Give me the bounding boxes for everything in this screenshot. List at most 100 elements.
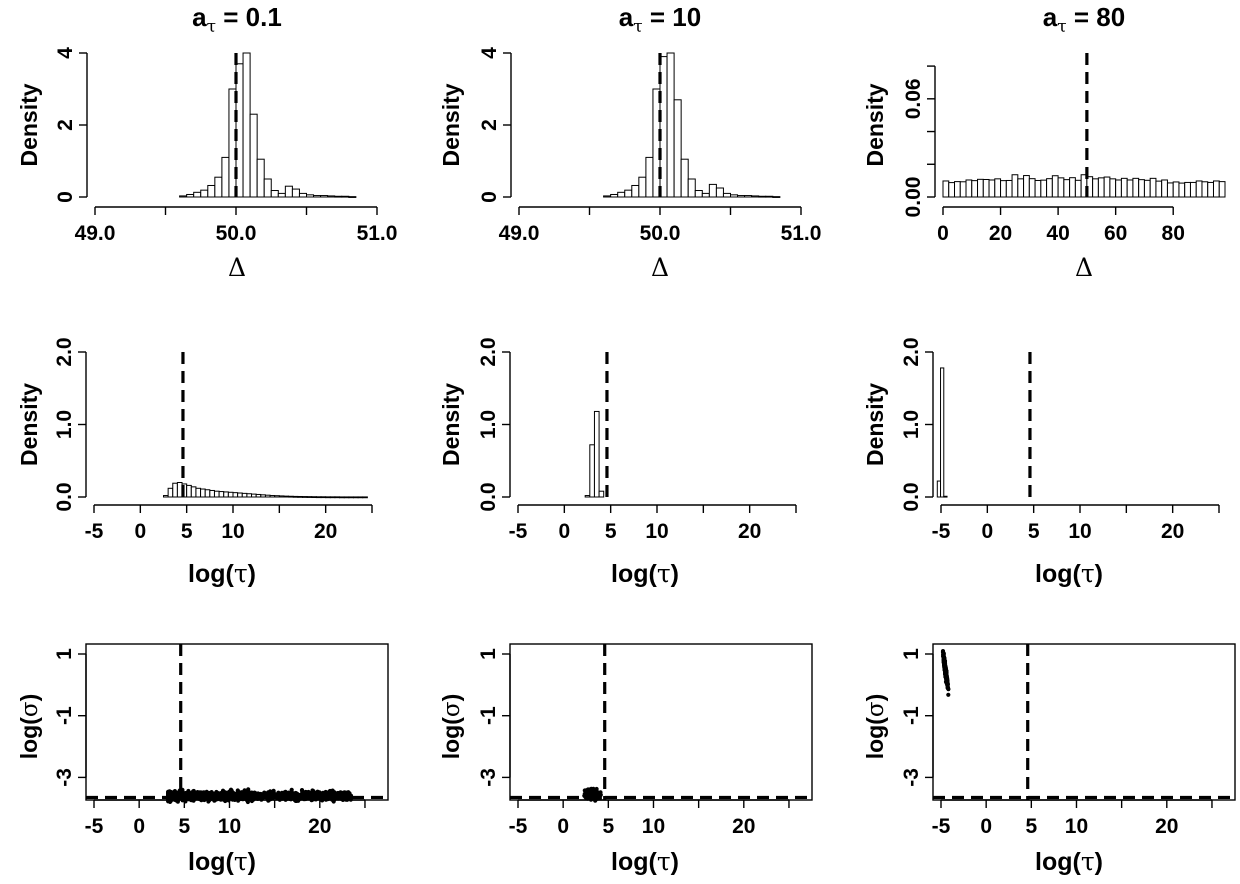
title-subscript: τ xyxy=(207,17,216,37)
histogram-bar xyxy=(1166,182,1174,198)
x-axis-label: log(τ) xyxy=(1035,847,1103,876)
histogram-bar xyxy=(1005,179,1013,198)
histogram-bar xyxy=(260,494,266,498)
x-tick-label: 50.0 xyxy=(216,222,257,245)
histogram-bar xyxy=(167,487,174,498)
panel-scatter-a80: -5 0 5 10 20 1 -1 -3 log(σ) log(τ) xyxy=(862,643,1236,876)
y-tick-label: 2 xyxy=(478,119,501,131)
histogram-bar xyxy=(237,492,243,498)
x-tick-label: 5 xyxy=(1025,815,1037,838)
histogram-bar xyxy=(163,495,169,498)
histogram-bar xyxy=(334,195,343,198)
x-axis-label: log(τ) xyxy=(1035,559,1103,588)
histogram-bar xyxy=(1138,179,1145,198)
panel-logtau-hist-a0.1: -5 0 5 10 20 0.0 1.0 2.0 Density log(τ) xyxy=(16,337,373,588)
histogram-bar xyxy=(302,496,308,498)
histogram-bar xyxy=(329,496,336,499)
scatter-point xyxy=(251,792,256,797)
x-tick-label: 10 xyxy=(1068,520,1091,543)
x-tick-label: 49.0 xyxy=(75,222,116,245)
scatter-point xyxy=(243,792,248,797)
x-tick-label: 20 xyxy=(732,815,755,838)
x-tick-label: 5 xyxy=(605,520,617,543)
histogram-bar xyxy=(1189,181,1197,198)
x-axis: 49.0 50.0 51.0 xyxy=(499,206,822,245)
histogram-bar xyxy=(1149,177,1157,198)
panel-title: aτ = 0.1 xyxy=(192,2,282,37)
histogram-bar xyxy=(737,195,746,198)
histogram-bar xyxy=(315,496,322,499)
histogram-bar xyxy=(207,184,216,198)
x-tick-label: 51.0 xyxy=(357,222,398,245)
y-axis-label: log(σ) xyxy=(862,694,889,760)
x-tick-label: 0 xyxy=(557,815,569,838)
histogram-bar xyxy=(241,492,248,498)
y-tick-label: 0.06 xyxy=(902,78,925,119)
histogram-bar xyxy=(179,195,188,198)
scatter-point xyxy=(272,793,277,799)
x-tick-label: 80 xyxy=(1162,222,1185,245)
histogram-bar xyxy=(617,191,626,198)
y-tick-label: 1 xyxy=(53,648,76,660)
scatter-points xyxy=(940,649,951,697)
x-axis-label: log(τ) xyxy=(188,559,256,588)
y-tick-label: 2.0 xyxy=(900,337,923,366)
histogram-bar xyxy=(278,495,285,498)
histogram-bar xyxy=(313,195,322,198)
y-tick-label: 0 xyxy=(54,191,77,203)
scatter-point xyxy=(590,791,595,796)
scatter-point xyxy=(287,793,292,798)
histogram-bar xyxy=(263,178,272,198)
histogram-bar xyxy=(306,194,315,198)
y-tick-label: -3 xyxy=(477,768,500,787)
histogram-bar xyxy=(765,195,774,198)
x-axis-label: Δ xyxy=(1075,253,1093,282)
title-value: = 80 xyxy=(1067,2,1126,32)
histogram-bar xyxy=(246,493,253,498)
x-tick-label: 60 xyxy=(1104,222,1127,245)
y-axis-label: Density xyxy=(16,83,42,166)
histogram-bar xyxy=(200,488,206,498)
histogram-bar xyxy=(264,494,271,498)
histogram-bar xyxy=(274,495,280,498)
x-tick-label: -5 xyxy=(932,815,951,838)
histogram-bar xyxy=(288,495,294,498)
y-axis-label: Density xyxy=(16,383,42,466)
histogram-bar xyxy=(339,496,345,499)
x-tick-label: 0 xyxy=(981,520,993,543)
x-tick-label: 50.0 xyxy=(640,222,681,245)
title-main: a xyxy=(192,2,207,32)
scatter-point xyxy=(214,790,219,795)
scatter-point xyxy=(596,791,601,796)
x-axis: -5 0 5 10 20 xyxy=(509,504,797,543)
plot-frame xyxy=(85,643,389,801)
histogram-bar xyxy=(982,178,990,198)
histogram-bar xyxy=(334,496,341,499)
histogram-bar xyxy=(221,156,230,198)
scatter-point xyxy=(232,795,237,800)
scatter-point xyxy=(582,788,587,793)
histogram-bar xyxy=(988,179,996,198)
histogram-bar xyxy=(598,490,605,498)
histogram-bar xyxy=(673,99,682,198)
histogram-bar xyxy=(1046,178,1053,198)
histogram-bar xyxy=(1063,179,1071,198)
histogram-bar xyxy=(1074,179,1082,198)
histogram-bar xyxy=(242,52,251,198)
histogram-bar xyxy=(209,489,215,498)
scatter-point xyxy=(943,674,948,680)
x-tick-label: 20 xyxy=(989,222,1012,245)
histogram-bar xyxy=(1040,179,1048,198)
x-tick-label: 5 xyxy=(1028,520,1040,543)
y-tick-label: 0 xyxy=(478,191,501,203)
panel-title: aτ = 80 xyxy=(1043,2,1125,37)
histogram-bar xyxy=(325,496,331,499)
histogram-bar xyxy=(223,491,229,498)
histogram-bar xyxy=(214,176,223,198)
y-tick-label: 4 xyxy=(478,47,501,59)
histogram-bar xyxy=(320,496,327,499)
x-tick-label: -5 xyxy=(509,520,528,543)
x-tick-label: 51.0 xyxy=(781,222,822,245)
x-tick-label: -5 xyxy=(932,520,951,543)
